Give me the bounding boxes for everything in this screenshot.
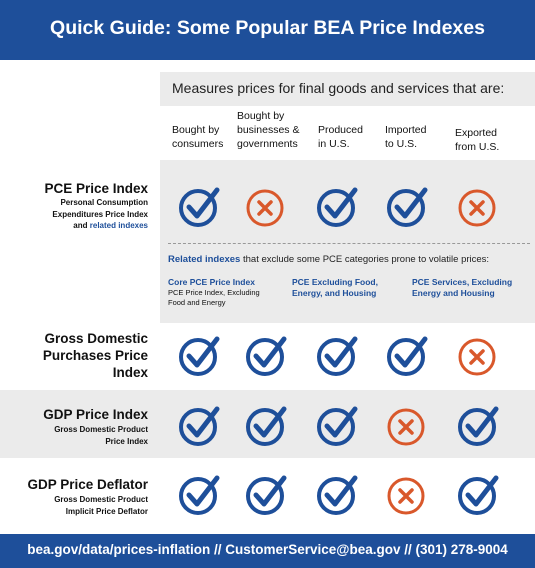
header-bar: Quick Guide: Some Popular BEA Price Inde… [0, 0, 535, 60]
row-subtitle-pce: Personal Consumption Expenditures Price … [52, 198, 148, 230]
check-circle-icon [246, 406, 287, 446]
row-title-pce: PCE Price Index [44, 181, 148, 196]
row-subtitle-gdp-price-deflator: Gross Domestic Product Implicit Price Def… [54, 495, 148, 516]
check-circle-icon [179, 336, 220, 376]
check-circle-icon [387, 187, 428, 227]
x-circle-icon [387, 477, 425, 515]
column-header-businesses: Bought by businesses & governments [237, 110, 300, 150]
measures-band [160, 72, 535, 106]
check-circle-icon [317, 187, 358, 227]
related-core-pce-sub: PCE Price Index, Excluding Food and Energ… [168, 288, 260, 307]
check-circle-icon [179, 187, 220, 227]
related-indexes-link[interactable]: related indexes [89, 221, 148, 230]
pce-band [160, 160, 535, 323]
check-circle-icon [458, 406, 499, 446]
check-circle-icon [387, 336, 428, 376]
row-title-gross-domestic-purchases: Gross Domestic Purchases Price Index [42, 331, 148, 380]
related-core-pce: Core PCE Price Index [168, 277, 255, 287]
row-title-gdp-price-index: GDP Price Index [43, 407, 148, 422]
check-circle-icon [317, 475, 358, 515]
x-circle-icon [458, 189, 496, 227]
check-circle-icon [317, 406, 358, 446]
check-circle-icon [179, 475, 220, 515]
related-pce-ex-food: PCE Excluding Food, Energy, and Housing [292, 277, 378, 298]
column-header-produced: Produced in U.S. [318, 124, 363, 150]
column-header-imported: Imported to U.S. [385, 124, 427, 150]
related-indexes-text: Related indexes that exclude some PCE ca… [168, 254, 490, 265]
x-circle-icon [387, 408, 425, 446]
dashed-divider [168, 243, 530, 244]
row-title-gdp-price-deflator: GDP Price Deflator [27, 477, 148, 492]
check-circle-icon [246, 336, 287, 376]
check-circle-icon [246, 475, 287, 515]
x-circle-icon [458, 338, 496, 376]
gdp-price-index-band [0, 390, 535, 458]
row-subtitle-gdp-price-index: Gross Domestic Product Price Index [54, 425, 148, 446]
related-pce-services: PCE Services, Excluding Energy and Housin… [412, 277, 513, 298]
x-circle-icon [246, 189, 284, 227]
column-header-consumers: Bought by consumers [172, 124, 224, 150]
footer-bar: bea.gov/data/prices-inflation // Custome… [0, 534, 535, 568]
check-circle-icon [458, 475, 499, 515]
measures-heading: Measures prices for final goods and serv… [172, 80, 505, 96]
check-circle-icon [317, 336, 358, 376]
column-header-exported: Exported from U.S. [455, 127, 500, 153]
check-circle-icon [179, 406, 220, 446]
footer-contact: bea.gov/data/prices-inflation // Custome… [27, 542, 508, 557]
page-title: Quick Guide: Some Popular BEA Price Inde… [50, 17, 485, 39]
